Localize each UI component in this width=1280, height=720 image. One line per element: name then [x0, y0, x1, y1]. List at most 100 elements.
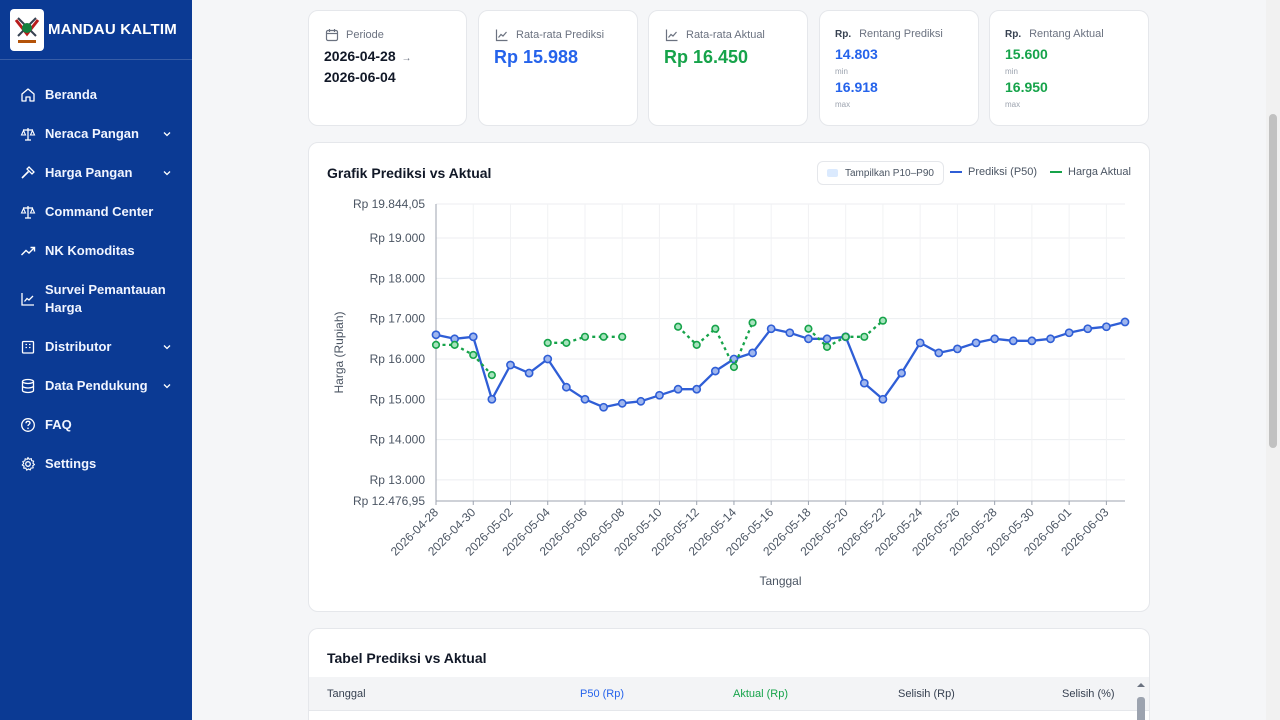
data-point-pred — [431, 330, 441, 340]
data-point-pred — [468, 332, 478, 342]
range-pred-min: 14.803 — [835, 46, 878, 62]
chevron-down-icon — [163, 131, 171, 136]
data-point-pred — [1083, 324, 1093, 334]
brand[interactable]: MANDAU KALTIM — [0, 0, 192, 60]
sidebar-item-label: Neraca Pangan — [45, 125, 139, 141]
scroll-up-icon[interactable] — [1136, 680, 1146, 690]
sidebar-item-command-center[interactable]: Command Center — [0, 192, 192, 231]
y-tick-label: Rp 12.476,95 — [353, 494, 425, 508]
data-point-actual — [878, 316, 888, 325]
data-point-pred — [1027, 336, 1037, 346]
th-p50[interactable]: P50 (Rp) — [580, 688, 625, 700]
data-point-actual — [748, 318, 757, 327]
avg-pred-value: Rp 15.988 — [494, 47, 579, 67]
sidebar-item-neraca-pangan[interactable]: Neraca Pangan — [0, 114, 192, 153]
sidebar-item-nk-komoditas[interactable]: NK Komoditas — [0, 231, 192, 270]
avg-actual-value: Rp 16.450 — [664, 47, 749, 67]
th-aktual[interactable]: Aktual (Rp) — [733, 688, 789, 700]
range-pred-min-label: min — [835, 67, 848, 76]
range-pred-label: Rp. Rentang Prediksi — [835, 28, 943, 40]
data-point-pred — [1101, 322, 1111, 332]
range-actual-min: 15.600 — [1005, 46, 1048, 62]
data-point-pred — [915, 338, 925, 348]
data-point-pred — [804, 334, 813, 344]
data-point-pred — [822, 334, 832, 344]
th-tanggal[interactable]: Tanggal — [327, 688, 366, 700]
periode-start: 2026-04-28 → — [324, 48, 412, 64]
data-point-pred — [543, 354, 553, 364]
sidebar-item-distributor[interactable]: Distributor — [0, 327, 192, 366]
sidebar-item-label: Distributor — [45, 338, 112, 354]
table-title: Tabel Prediksi vs Aktual — [327, 650, 487, 666]
line-chart-icon — [665, 29, 678, 42]
chart-title: Grafik Prediksi vs Aktual — [327, 165, 492, 181]
data-point-actual — [450, 340, 459, 349]
toggle-p10-p90-button[interactable]: Tampilkan P10–P90 — [817, 161, 944, 185]
line-chart-icon — [21, 292, 34, 306]
th-selisih-pct[interactable]: Selisih (%) — [1062, 688, 1115, 700]
scale-icon — [20, 205, 36, 219]
page-scroll-thumb[interactable] — [1269, 114, 1277, 448]
sidebar-item-survei-pemantauan-harga[interactable]: Survei Pemantauan Harga — [0, 270, 192, 327]
data-point-pred — [1008, 336, 1018, 346]
data-point-pred — [934, 348, 944, 358]
sidebar-item-harga-pangan[interactable]: Harga Pangan — [0, 153, 192, 192]
sidebar-item-data-pendukung[interactable]: Data Pendukung — [0, 366, 192, 405]
data-point-actual — [692, 340, 701, 349]
legend-actual[interactable]: Harga Aktual — [1050, 166, 1131, 178]
data-point-pred — [710, 366, 720, 376]
sidebar-item-label: Command Center — [45, 203, 154, 219]
y-tick-label: Rp 13.000 — [370, 473, 426, 487]
data-point-pred — [636, 396, 646, 406]
sidebar-item-label: Survei Pemantauan Harga — [45, 281, 166, 315]
range-actual-label-text: Rentang Aktual — [1029, 28, 1104, 40]
data-point-pred — [561, 382, 571, 392]
rupiah-icon: Rp. — [835, 28, 852, 40]
data-point-pred — [655, 390, 664, 400]
range-pred-card: Rp. Rentang Prediksi 14.803 min 16.918 m… — [819, 10, 979, 126]
y-tick-label: Rp 16.000 — [370, 352, 426, 366]
y-tick-label: Rp 19.844,05 — [353, 197, 425, 211]
avg-actual-label: Rata-rata Aktual — [665, 28, 765, 42]
th-selisih-rp[interactable]: Selisih (Rp) — [898, 688, 955, 700]
y-tick-label: Rp 19.000 — [370, 231, 426, 245]
data-point-actual — [711, 324, 720, 333]
data-point-pred — [487, 394, 497, 404]
gear-icon — [21, 456, 36, 471]
trending-up-icon — [21, 246, 36, 255]
sidebar-item-faq[interactable]: FAQ — [0, 405, 192, 444]
legend-line-icon — [1050, 171, 1062, 173]
table-card: Tabel Prediksi vs Aktual Tanggal P50 (Rp… — [308, 628, 1150, 720]
avg-actual-label-text: Rata-rata Aktual — [686, 29, 765, 41]
legend-actual-label: Harga Aktual — [1068, 166, 1131, 178]
sidebar-item-settings[interactable]: Settings — [0, 444, 192, 483]
data-point-pred — [971, 338, 981, 348]
data-point-pred — [897, 368, 906, 378]
rupiah-icon: Rp. — [1005, 28, 1022, 40]
range-pred-max-label: max — [835, 100, 851, 109]
range-actual-min-label: min — [1005, 67, 1018, 76]
y-tick-label: Rp 18.000 — [370, 271, 426, 285]
building-icon — [21, 340, 35, 354]
chart-plot[interactable]: Rp 19.844,05 Rp 19.000 Rp 18.000 Rp 17.000 R… — [309, 143, 1151, 613]
main-content: Periode 2026-04-28 → 2026-06-04 Rata-rat… — [192, 0, 1266, 720]
table-scroll-thumb[interactable] — [1137, 697, 1145, 720]
arrow-right-icon: → — [401, 53, 412, 64]
mandau-logo-icon — [10, 8, 44, 51]
data-point-pred — [692, 384, 702, 394]
periode-card: Periode 2026-04-28 → 2026-06-04 — [308, 10, 467, 126]
legend-pred[interactable]: Prediksi (P50) — [950, 166, 1037, 178]
sidebar-item-label: FAQ — [45, 416, 72, 432]
data-point-pred — [990, 334, 1000, 344]
data-point-pred — [878, 394, 888, 404]
data-point-actual — [618, 332, 627, 341]
page-scrollbar[interactable] — [1266, 0, 1280, 720]
sidebar: MANDAU KALTIM Beranda Neraca Pangan Harga … — [0, 0, 192, 720]
data-point-pred — [859, 378, 869, 388]
table-scrollbar[interactable] — [1136, 677, 1146, 720]
sidebar-item-label: Harga Pangan — [45, 164, 133, 180]
sidebar-item-beranda[interactable]: Beranda — [0, 75, 192, 114]
data-point-actual — [804, 324, 813, 333]
hammer-icon — [21, 165, 35, 179]
data-point-pred — [766, 324, 776, 334]
